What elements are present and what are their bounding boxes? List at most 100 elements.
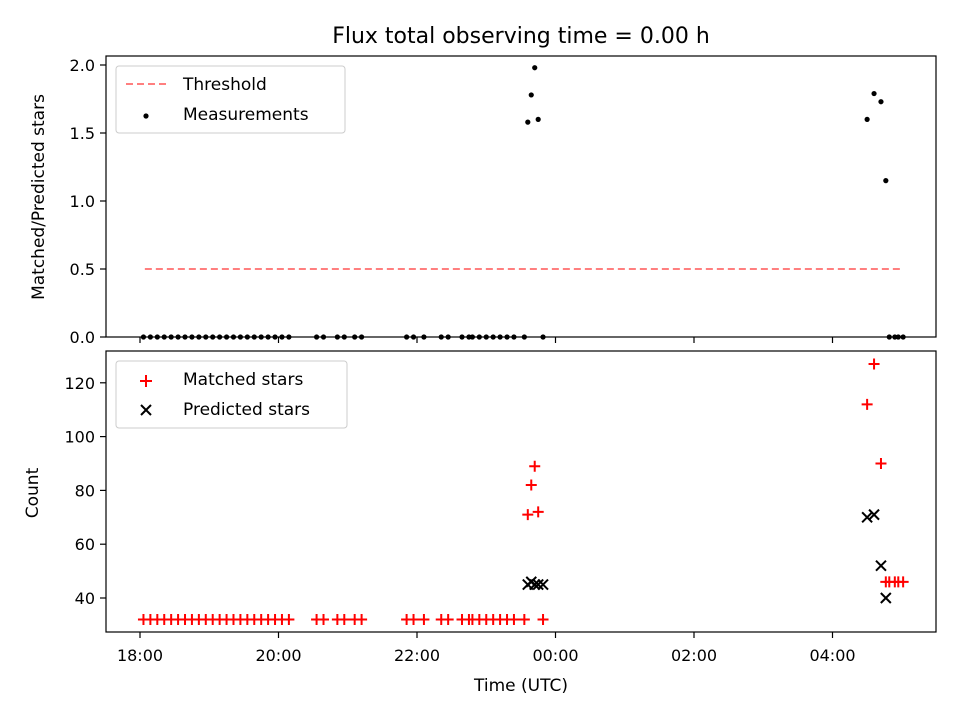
y-tick-label: 0.0 — [70, 328, 95, 347]
y-tick-label: 120 — [64, 374, 95, 393]
measurement-point — [445, 334, 451, 340]
measurement-point — [140, 334, 147, 340]
matched-star-point — [525, 479, 537, 491]
predicted-star-point — [868, 508, 880, 521]
measurement-point — [528, 92, 534, 98]
measurement-point — [203, 334, 209, 340]
bottom-panel-marks — [137, 358, 909, 626]
y-tick-label: 100 — [64, 428, 95, 447]
measurement-point — [886, 334, 892, 340]
measurement-point — [230, 334, 237, 340]
measurement-point — [469, 334, 475, 340]
matched-star-point — [442, 614, 454, 626]
matched-star-point — [537, 614, 549, 626]
bottom-panel: Count 18:00 20:00 22:00 00:00 02:00 04:00 40 60… — [23, 350, 937, 665]
measurement-point — [217, 334, 223, 340]
measurement-point — [525, 119, 531, 125]
measurement-point — [147, 334, 153, 340]
measurement-point — [352, 334, 358, 340]
matched-star-point — [508, 614, 520, 626]
measurement-point — [540, 334, 546, 340]
bottom-legend: Matched stars Predicted stars — [115, 360, 348, 429]
measurement-point — [182, 334, 188, 340]
y-tick-label: 2.0 — [70, 56, 95, 75]
top-legend: Threshold Measurements — [115, 65, 346, 134]
matched-star-point — [356, 614, 368, 626]
measurements-legend-label: Measurements — [183, 105, 309, 125]
measurement-point — [871, 90, 877, 97]
x-tick-label: 20:00 — [255, 646, 301, 665]
matched-star-point — [522, 509, 534, 521]
y-tick-label: 80 — [75, 481, 95, 500]
measurement-point — [168, 334, 174, 340]
matched-star-point — [868, 358, 880, 370]
matched-star-point — [897, 576, 909, 588]
measurement-point — [511, 334, 517, 340]
chart-title: Flux total observing time = 0.00 h — [332, 24, 710, 49]
measurement-point — [895, 334, 901, 340]
matched-star-point — [518, 614, 530, 626]
measurement-point — [476, 334, 482, 340]
matched-star-point — [318, 614, 330, 626]
measurement-point — [210, 334, 216, 340]
measurement-point — [878, 99, 884, 105]
top-panel-marks — [140, 65, 906, 340]
measurement-point — [237, 334, 244, 340]
measurement-point — [244, 334, 250, 340]
matched-star-point — [283, 614, 295, 626]
measurement-point — [504, 334, 510, 340]
measurement-point — [883, 178, 889, 184]
measurement-point — [483, 334, 489, 340]
measurement-point — [521, 334, 527, 340]
bottom-legend-box — [115, 360, 348, 429]
measurement-point — [313, 334, 320, 340]
predicted-star-point — [875, 560, 887, 572]
bottom-panel-ticks: 18:00 20:00 22:00 00:00 02:00 04:00 40 60 80 100 1… — [64, 374, 855, 665]
y-tick-label: 40 — [75, 589, 95, 608]
measurement-point — [497, 334, 503, 340]
measurement-point — [900, 334, 906, 340]
bottom-panel-frame — [105, 350, 937, 633]
measurement-point — [161, 334, 167, 340]
measurement-point — [535, 116, 541, 122]
y-tick-label: 60 — [75, 535, 95, 554]
matched-star-point — [532, 506, 544, 518]
bottom-panel-ylabel: Count — [23, 467, 43, 518]
measurement-point — [438, 334, 444, 340]
measurement-point — [359, 334, 365, 340]
matched-star-point — [338, 614, 350, 626]
predicted-legend-label: Predicted stars — [183, 400, 310, 420]
measurement-point — [421, 334, 427, 340]
threshold-legend-label: Threshold — [182, 75, 267, 95]
top-panel: Matched/Predicted stars 0.00.51.01.52.0 … — [29, 55, 937, 347]
predicted-star-point — [537, 578, 549, 591]
matched-star-point — [861, 398, 873, 410]
measurements-legend-swatch — [143, 113, 149, 119]
measurement-point — [272, 334, 278, 340]
measurement-point — [334, 334, 340, 340]
predicted-star-point — [529, 578, 541, 591]
measurement-point — [532, 65, 538, 71]
measurement-point — [864, 116, 870, 122]
y-tick-label: 0.5 — [70, 260, 95, 279]
predicted-star-point — [861, 511, 873, 524]
measurement-point — [223, 334, 230, 340]
measurement-point — [154, 334, 160, 340]
x-tick-label: 00:00 — [532, 646, 578, 665]
matched-legend-label: Matched stars — [183, 370, 303, 390]
measurement-point — [196, 334, 202, 340]
y-tick-label: 1.0 — [70, 192, 95, 211]
matched-star-point — [529, 460, 541, 472]
matched-star-point — [408, 614, 420, 626]
measurement-point — [189, 334, 195, 340]
measurement-point — [286, 334, 292, 340]
y-tick-label: 1.5 — [70, 124, 95, 143]
predicted-legend-swatch — [140, 404, 152, 416]
top-panel-frame — [105, 55, 937, 338]
measurement-point — [258, 334, 264, 340]
top-panel-ylabel: Matched/Predicted stars — [29, 94, 49, 300]
x-axis-label: Time (UTC) — [473, 676, 568, 696]
x-tick-label: 18:00 — [117, 646, 163, 665]
measurement-point — [251, 334, 257, 340]
matched-star-point — [418, 614, 430, 626]
